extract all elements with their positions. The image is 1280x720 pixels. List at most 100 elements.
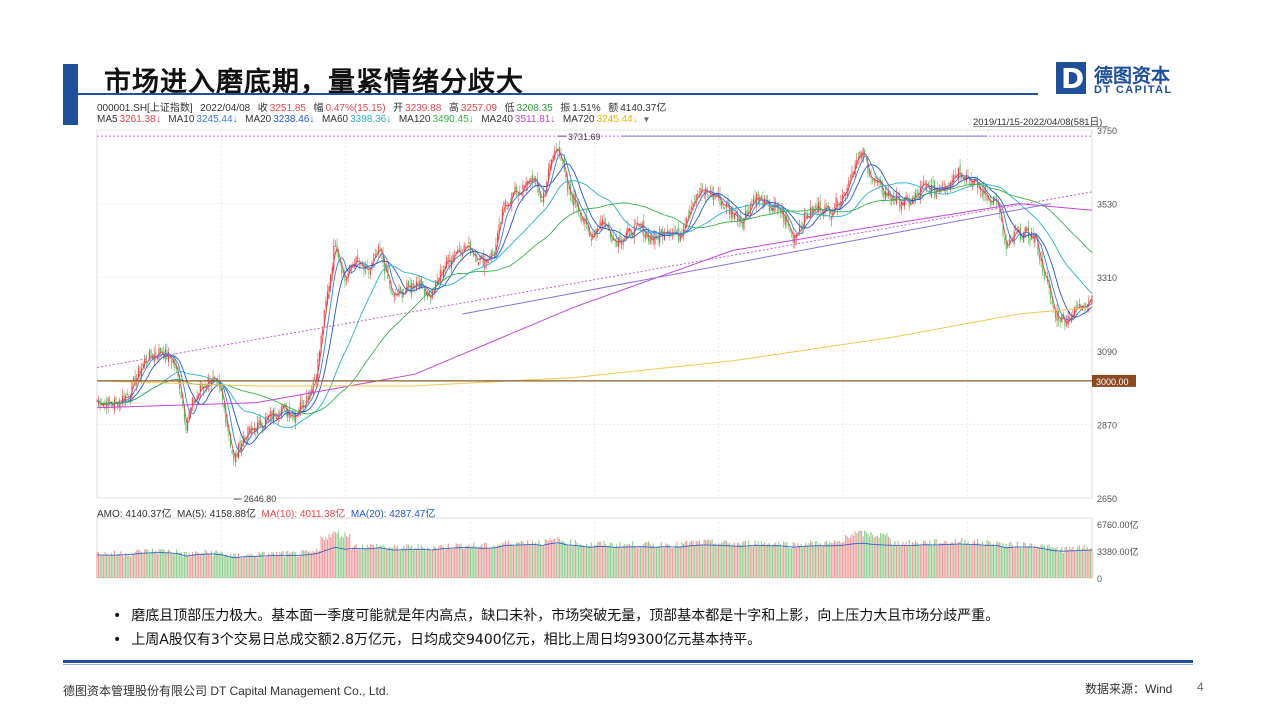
volume-bar <box>466 545 468 578</box>
footer-source: 数据来源：Wind <box>1085 682 1173 696</box>
volume-bar <box>574 540 576 578</box>
candle-body <box>524 186 526 188</box>
volume-bar <box>255 556 257 578</box>
candle-body <box>277 415 279 420</box>
volume-bar <box>341 535 343 578</box>
candle-body <box>1088 300 1090 306</box>
volume-bar <box>434 547 437 578</box>
volume-bar <box>651 546 653 578</box>
volume-bar <box>250 553 252 578</box>
volume-bar <box>113 550 116 578</box>
candle-body <box>741 222 743 228</box>
candle-body <box>369 268 371 275</box>
volume-bar <box>883 533 885 578</box>
volume-bar <box>832 543 834 578</box>
volume-bar <box>771 545 774 578</box>
candle-body <box>673 229 675 233</box>
candle-body <box>334 245 336 247</box>
volume-bar <box>663 547 665 578</box>
ma-line-ma720 <box>96 306 1093 387</box>
volume-bar <box>328 533 330 578</box>
ma10-value: 3245.44↓ <box>196 114 238 125</box>
candle-body <box>647 233 650 242</box>
candle-body <box>948 183 950 185</box>
dropdown-icon[interactable]: ▼ <box>642 115 651 124</box>
candle-body <box>765 199 767 202</box>
volume-bar <box>900 545 902 578</box>
candle-body <box>614 238 616 241</box>
candle-body <box>342 270 344 273</box>
candle-body <box>694 201 696 203</box>
volume-bar <box>339 537 341 578</box>
candle-body <box>1077 306 1079 309</box>
candle-body <box>657 238 659 241</box>
volume-bar <box>129 556 131 578</box>
candle-body <box>131 381 133 397</box>
candle-body <box>724 206 726 209</box>
volume-bar <box>759 545 761 578</box>
price-tick-label: 2650 <box>1097 494 1117 504</box>
volume-bar <box>546 540 548 578</box>
candle-body <box>1002 223 1004 236</box>
volume-bar <box>816 541 818 578</box>
candle-body <box>779 209 782 212</box>
volume-bar <box>215 550 217 578</box>
candle-body <box>565 173 567 177</box>
volume-bar <box>489 548 491 578</box>
candle-body <box>660 229 662 234</box>
candle-body <box>921 185 923 188</box>
candle-body <box>379 247 381 249</box>
volume-bar <box>557 536 559 578</box>
ma5-value: 3261.38↓ <box>119 114 161 125</box>
volume-bar <box>263 551 265 578</box>
volume-bar <box>786 542 788 578</box>
volume-bar <box>570 539 572 578</box>
candle-body <box>509 202 511 204</box>
volume-bar <box>803 546 805 578</box>
candle-body <box>442 269 445 279</box>
candle-body <box>247 427 249 440</box>
candle-body <box>897 193 899 195</box>
candle-body <box>140 368 143 378</box>
volume-bar <box>854 531 856 578</box>
volume-bar <box>318 550 321 578</box>
candle-body <box>984 186 987 195</box>
volume-bar <box>918 544 920 578</box>
volume-bar <box>368 547 370 578</box>
candle-body <box>341 262 343 274</box>
volume-bar <box>1088 550 1090 578</box>
candle-body <box>630 230 632 237</box>
candle-body <box>374 253 376 257</box>
volume-bar <box>268 552 270 578</box>
candle-body <box>1007 244 1009 248</box>
volume-bar <box>926 543 928 578</box>
volume-bar <box>1040 544 1042 578</box>
volume-bar <box>875 535 877 578</box>
volume-bar <box>806 545 809 578</box>
change-label: 幅 <box>313 103 324 114</box>
candle-body <box>1026 227 1028 229</box>
volume-bar <box>754 540 756 578</box>
volume-bar <box>845 535 847 578</box>
volume-bar <box>380 545 383 578</box>
volume-bar <box>179 552 181 578</box>
volume-bar <box>293 551 295 578</box>
volume-bar <box>492 546 494 578</box>
volume-bar <box>562 540 564 578</box>
volume-bar <box>447 543 449 578</box>
candle-body <box>233 451 235 459</box>
volume-bar <box>406 544 408 578</box>
volume-bar <box>123 556 125 578</box>
volume-bar <box>183 551 185 578</box>
volume-bar <box>169 550 171 578</box>
candle-body <box>400 286 402 291</box>
candle-body <box>922 182 925 184</box>
volume-bar <box>347 537 349 578</box>
candle-body <box>501 208 503 223</box>
candle-body <box>479 255 481 260</box>
candle-body <box>323 309 325 327</box>
ma-line-ma10 <box>96 153 1093 453</box>
candle-body <box>142 363 144 368</box>
volume-bar <box>500 545 502 578</box>
